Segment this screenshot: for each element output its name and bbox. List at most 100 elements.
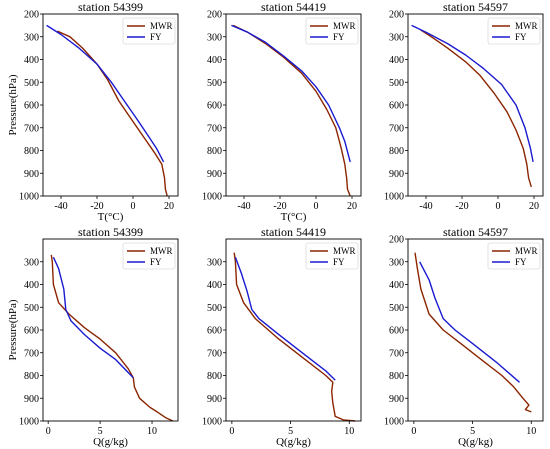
x-tick-label: 20 <box>529 201 539 212</box>
x-tick-label: 0 <box>131 201 136 212</box>
chart-title: station 54597 <box>443 225 508 239</box>
y-tick-label: 500 <box>24 78 39 89</box>
y-tick-label: 200 <box>389 10 404 21</box>
chart-title: station 54597 <box>443 0 508 14</box>
y-tick-label: 300 <box>24 257 39 268</box>
chart-title: station 54399 <box>78 225 143 239</box>
x-axis-label: Q(g/kg) <box>276 436 311 448</box>
x-axis-label: Q(g/kg) <box>458 436 493 448</box>
y-tick-label: 400 <box>389 55 404 66</box>
x-tick-label: 10 <box>147 426 157 437</box>
y-tick-label: 400 <box>207 280 222 291</box>
y-tick-label: 300 <box>207 257 222 268</box>
legend-label-fy: FY <box>150 32 162 42</box>
x-tick-label: 0 <box>411 426 416 437</box>
x-tick-label: 20 <box>164 201 174 212</box>
legend-label-fy: FY <box>515 32 527 42</box>
y-tick-label: 600 <box>24 326 39 337</box>
y-tick-label: 200 <box>207 10 222 21</box>
series-line-fy <box>411 24 534 163</box>
plot-frame <box>42 13 179 197</box>
x-tick-label: -40 <box>237 201 250 212</box>
y-tick-label: 700 <box>389 348 404 359</box>
series-line-fy <box>419 261 520 383</box>
y-tick-label: 400 <box>24 280 39 291</box>
y-tick-label: 500 <box>24 303 39 314</box>
chart-panel-1: station 54399200300400500600700800900100… <box>7 0 179 223</box>
y-tick-label: 1000 <box>202 192 222 203</box>
series-line-mwr <box>414 252 532 413</box>
y-tick-label: 800 <box>24 371 39 382</box>
series-line-mwr <box>420 29 532 188</box>
chart-panel-3: station 54597200300400500600700800900100… <box>384 0 544 212</box>
y-tick-label: 900 <box>207 394 222 405</box>
chart-panel-2: station 54419200300400500600700800900100… <box>202 0 362 223</box>
y-tick-label: 800 <box>389 371 404 382</box>
plot-frame <box>407 238 544 422</box>
y-tick-label: 300 <box>389 257 404 268</box>
chart-title: station 54419 <box>261 0 326 14</box>
plot-frame <box>225 238 362 422</box>
series-line-mwr <box>232 24 351 197</box>
x-axis-label: Q(g/kg) <box>93 436 128 448</box>
y-tick-label: 600 <box>389 101 404 112</box>
y-tick-label: 900 <box>389 169 404 180</box>
x-tick-label: 5 <box>470 426 475 437</box>
legend-label-mwr: MWR <box>150 246 173 256</box>
y-tick-label: 800 <box>207 146 222 157</box>
x-tick-label: 5 <box>288 426 293 437</box>
y-tick-label: 700 <box>24 123 39 134</box>
chart-panel-6: station 54597200300400500600700800900100… <box>384 225 544 448</box>
y-tick-label: 700 <box>207 348 222 359</box>
y-tick-label: 500 <box>389 78 404 89</box>
x-tick-label: -40 <box>54 201 67 212</box>
legend-label-fy: FY <box>515 257 527 267</box>
y-tick-label: 300 <box>207 32 222 43</box>
x-tick-label: 10 <box>344 426 354 437</box>
x-axis-label: T(°C) <box>98 211 124 223</box>
x-tick-label: -20 <box>273 201 286 212</box>
x-tick-label: -40 <box>419 201 432 212</box>
chart-panel-5: station 54419 300 400 500 600 700 800 900 1000 0 5… <box>202 225 362 448</box>
x-tick-label: 0 <box>314 201 319 212</box>
x-tick-label: 5 <box>98 426 103 437</box>
x-tick-label: 0 <box>229 426 234 437</box>
chart-title: station 54399 <box>78 0 143 14</box>
chart-panel-4: station 54399 300 400 500 600 700 800 900 1000 0 5… <box>7 225 179 448</box>
y-tick-label: 800 <box>24 146 39 157</box>
y-tick-label: 700 <box>207 123 222 134</box>
series-line-fy <box>46 24 165 163</box>
legend-label-mwr: MWR <box>515 246 538 256</box>
x-tick-label: 0 <box>46 426 51 437</box>
series-line-fy <box>231 24 351 163</box>
y-tick-label: 1000 <box>19 192 39 203</box>
y-tick-label: 200 <box>389 235 404 246</box>
y-tick-label: 1000 <box>19 417 39 428</box>
legend-label-mwr: MWR <box>515 21 538 31</box>
series-line-fy <box>52 256 134 379</box>
x-axis-label: T(°C) <box>281 211 307 223</box>
y-tick-label: 800 <box>207 371 222 382</box>
y-tick-label: 200 <box>24 10 39 21</box>
y-tick-label: 300 <box>389 32 404 43</box>
series-line-mwr <box>50 254 174 422</box>
y-tick-label: 1000 <box>202 417 222 428</box>
y-tick-label: 900 <box>24 394 39 405</box>
legend-label-mwr: MWR <box>150 21 173 31</box>
y-tick-label: 600 <box>207 326 222 337</box>
y-tick-label: 400 <box>207 55 222 66</box>
y-tick-label: 600 <box>24 101 39 112</box>
x-tick-label: 20 <box>347 201 357 212</box>
y-tick-label: 600 <box>389 326 404 337</box>
plot-frame <box>225 13 362 197</box>
legend-label-fy: FY <box>150 257 162 267</box>
y-tick-label: 900 <box>389 394 404 405</box>
y-axis-label: Pressure(hPa) <box>7 299 19 360</box>
y-tick-label: 1000 <box>384 192 404 203</box>
y-tick-label: 500 <box>207 303 222 314</box>
legend-label-mwr: MWR <box>333 21 356 31</box>
y-tick-label: 800 <box>389 146 404 157</box>
y-axis-label: Pressure(hPa) <box>7 74 19 135</box>
